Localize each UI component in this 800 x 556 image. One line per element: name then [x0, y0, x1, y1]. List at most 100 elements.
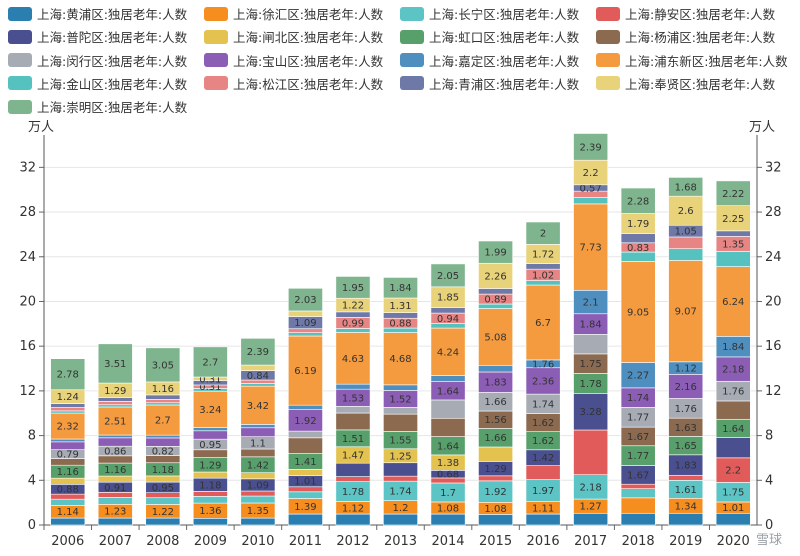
bar-segment — [50, 438, 86, 443]
data-label: 1.92 — [484, 487, 506, 498]
legend-item[interactable]: 上海:嘉定区:独居老年:人数 — [400, 51, 579, 70]
data-label: 1.16 — [57, 467, 79, 478]
bar-segment — [335, 276, 371, 299]
legend-item[interactable]: 上海:杨浦区:独居老年:人数 — [596, 27, 775, 46]
bar-segment — [145, 399, 181, 404]
legend-item[interactable]: 上海:徐汇区:独居老年:人数 — [204, 4, 383, 23]
data-label: 1.02 — [532, 270, 554, 281]
bar-segment — [192, 517, 228, 526]
bar-segment — [668, 260, 704, 363]
bar-segment — [478, 364, 513, 373]
legend-item[interactable]: 上海:宝山区:独居老年:人数 — [204, 51, 383, 70]
legend-item[interactable]: 上海:静安区:独居老年:人数 — [596, 4, 775, 23]
data-label: 1.05 — [675, 227, 697, 238]
legend-label: 上海:奉贤区:独居老年:人数 — [625, 76, 776, 92]
data-label: 0.79 — [57, 450, 79, 461]
data-label: 1.18 — [152, 465, 174, 476]
x-tick-label: 2016 — [527, 534, 560, 549]
data-label: 1.77 — [627, 413, 649, 424]
legend-item[interactable]: 上海:松江区:独居老年:人数 — [204, 74, 383, 93]
legend-item[interactable]: 上海:金山区:独居老年:人数 — [8, 74, 187, 93]
data-label: 2.7 — [155, 416, 171, 427]
bar-segment — [668, 248, 704, 261]
data-label: 3.51 — [104, 359, 126, 370]
data-label: 1.14 — [57, 507, 79, 518]
bar-segment — [430, 263, 466, 288]
legend-item[interactable]: 上海:青浦区:独居老年:人数 — [400, 74, 579, 93]
data-label: 3.24 — [199, 405, 221, 416]
data-label: 2.32 — [57, 422, 79, 433]
data-label: 1.09 — [247, 480, 269, 491]
bar-segment — [240, 338, 276, 366]
y-tick-label: 12 — [19, 384, 36, 399]
data-label: 1.61 — [675, 485, 697, 496]
data-label: 1.72 — [532, 249, 554, 260]
legend-item[interactable]: 上海:崇明区:独居老年:人数 — [8, 97, 187, 116]
data-label: 1.74 — [532, 399, 554, 410]
data-label: 1.29 — [484, 464, 506, 475]
bar-segment — [383, 277, 418, 299]
legend-swatch — [204, 53, 228, 68]
y-tick-label: 32 — [19, 160, 36, 175]
x-tick-label: 2007 — [99, 534, 132, 549]
legend-label: 上海:松江区:独居老年:人数 — [233, 76, 384, 92]
data-label: 4.63 — [342, 354, 364, 365]
y-tick-label-right: 12 — [765, 384, 782, 399]
data-label: 2.36 — [532, 376, 554, 387]
bar-segment — [383, 413, 418, 432]
legend-item[interactable]: 上海:长宁区:独居老年:人数 — [400, 4, 579, 23]
y-tick-label-right: 8 — [765, 429, 773, 444]
legend-label: 上海:杨浦区:独居老年:人数 — [625, 30, 776, 46]
bar-segment — [715, 400, 751, 420]
bar-segment — [525, 263, 561, 270]
legend-swatch — [8, 53, 32, 68]
data-label: 0.94 — [437, 314, 459, 325]
data-label: 2.6 — [678, 206, 694, 217]
bar-segment — [525, 284, 561, 361]
bar-segment — [668, 374, 704, 399]
bar-segment — [620, 233, 656, 244]
data-label: 1.85 — [437, 293, 459, 304]
bar-segment — [97, 497, 133, 505]
bar-segment — [383, 513, 418, 526]
data-label: 9.05 — [627, 307, 649, 318]
bar-segment — [715, 457, 751, 483]
y-tick-label-right: 24 — [765, 250, 782, 265]
bar-segment — [50, 498, 86, 506]
bar-segment — [97, 343, 133, 384]
data-label: 2.26 — [484, 271, 506, 282]
data-label: 7.73 — [580, 243, 602, 254]
bar-segment — [192, 427, 228, 432]
bar-segment — [668, 177, 704, 197]
bar-segment — [620, 488, 656, 499]
x-tick-label: 2014 — [431, 534, 464, 549]
data-label: 1.78 — [342, 487, 364, 498]
x-tick-label: 2010 — [241, 534, 274, 549]
legend-swatch — [596, 53, 620, 68]
bar-segment — [288, 332, 323, 337]
data-label: 1.09 — [294, 318, 316, 329]
data-label: 0.88 — [389, 319, 411, 330]
y-tick-label: 4 — [28, 473, 36, 488]
bar-segment — [478, 475, 513, 482]
bar-segment — [240, 383, 276, 387]
bar-segment — [288, 430, 323, 439]
data-label: 0.95 — [152, 483, 174, 494]
legend-item[interactable]: 上海:虹口区:独居老年:人数 — [400, 27, 579, 46]
legend-item[interactable]: 上海:普陀区:独居老年:人数 — [8, 27, 187, 46]
legend-item[interactable]: 上海:浦东新区:独居老年:人数 — [596, 51, 788, 70]
data-label: 2.16 — [675, 382, 697, 393]
bar-segment — [383, 312, 418, 319]
bar-segment — [668, 512, 704, 526]
legend-item[interactable]: 上海:闵行区:独居老年:人数 — [8, 51, 187, 70]
legend-item[interactable]: 上海:闸北区:独居老年:人数 — [204, 27, 383, 46]
legend-item[interactable]: 上海:黄浦区:独居老年:人数 — [8, 4, 187, 23]
data-label: 1.95 — [342, 283, 364, 294]
data-label: 1.75 — [722, 488, 744, 499]
data-label: 1.27 — [580, 502, 602, 513]
bar-segment — [335, 476, 371, 482]
data-label: 2 — [540, 229, 546, 240]
legend-item[interactable]: 上海:奉贤区:独居老年:人数 — [596, 74, 775, 93]
x-tick-label: 2006 — [51, 534, 84, 549]
data-label: 3.05 — [152, 360, 174, 371]
